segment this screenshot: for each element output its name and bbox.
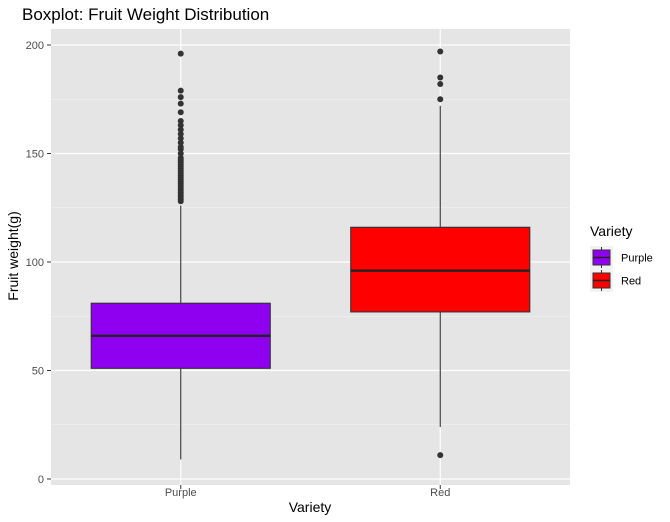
outlier-point (177, 50, 184, 57)
legend-item-purple: Purple (590, 246, 653, 269)
outlier-point (437, 96, 444, 103)
outlier-point (177, 126, 184, 133)
outlier-point (177, 143, 184, 150)
outlier-point (177, 109, 184, 116)
x-axis-title: Variety (289, 499, 332, 515)
y-tick-label: 150 (26, 149, 44, 161)
outlier-point (177, 135, 184, 142)
outlier-point (437, 81, 444, 88)
outlier-point (177, 154, 184, 161)
legend-label: Purple (621, 253, 653, 265)
y-tick-label: 100 (26, 257, 44, 269)
y-axis: 0 50 100 150 200 (26, 40, 51, 486)
x-axis: Purple Red (165, 485, 450, 499)
box-purple (90, 50, 271, 460)
outlier-point (177, 139, 184, 146)
outlier-point (177, 117, 184, 124)
outlier-point (177, 100, 184, 107)
x-tick-label: Red (430, 487, 450, 499)
legend: Variety Purple Red (590, 223, 653, 292)
x-tick-label: Purple (165, 487, 197, 499)
outlier-point (177, 122, 184, 129)
outlier-point (437, 74, 444, 81)
outlier-point (177, 130, 184, 137)
legend-item-red: Red (590, 269, 641, 292)
outlier-point (177, 150, 184, 157)
chart-title: Boxplot: Fruit Weight Distribution (22, 5, 269, 24)
outlier-point (437, 48, 444, 55)
boxes (90, 48, 531, 460)
y-tick-label: 200 (26, 40, 44, 52)
outlier-point (177, 94, 184, 101)
outlier-point (437, 452, 444, 459)
y-tick-label: 50 (32, 366, 44, 378)
box-red (350, 48, 531, 459)
y-axis-title: Fruit weight(g) (5, 211, 21, 300)
y-tick-label: 0 (38, 474, 44, 486)
legend-title: Variety (590, 223, 633, 239)
legend-label: Red (621, 276, 641, 288)
outlier-point (177, 87, 184, 94)
